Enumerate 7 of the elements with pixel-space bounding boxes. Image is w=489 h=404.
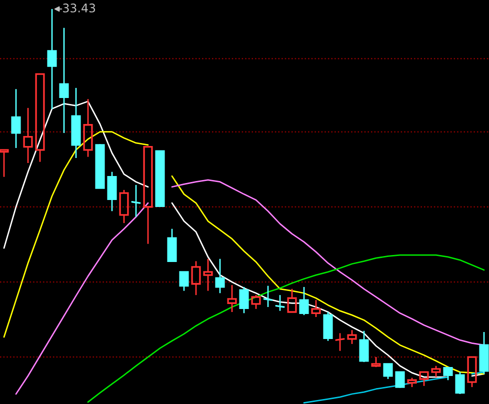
candlestick bbox=[71, 87, 81, 159]
annotation: 33.43 bbox=[63, 3, 96, 12]
candlestick bbox=[59, 27, 69, 134]
candlestick bbox=[23, 107, 33, 164]
candlestick bbox=[11, 88, 21, 149]
candlestick bbox=[131, 184, 141, 218]
candlestick bbox=[203, 258, 213, 292]
